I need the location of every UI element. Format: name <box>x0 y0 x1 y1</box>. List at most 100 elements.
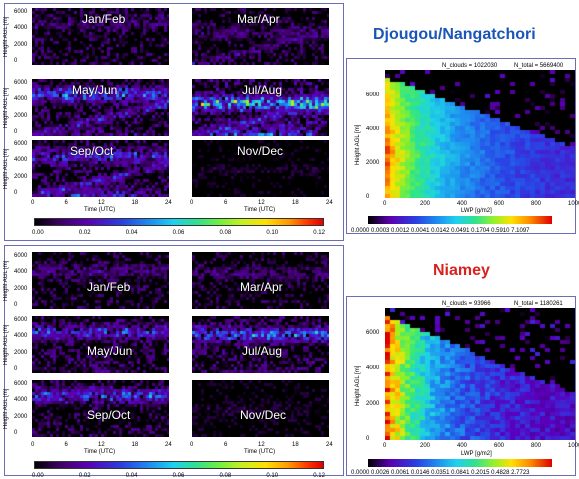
y-axis-label-niamey: Height AGL [m] <box>355 365 361 406</box>
x-axis-label-djougou: LWP [g/m2] <box>461 208 492 214</box>
colorbar <box>34 461 324 469</box>
x-tick-label: 600 <box>494 201 505 207</box>
y-tick-label: 2000 <box>14 112 28 119</box>
y-tick-label: 4000 <box>14 157 28 164</box>
colorbar-tick-label: 0.06 <box>172 473 185 479</box>
y-tick-label: 6000 <box>14 253 28 259</box>
colorbar-tick-label: 0.10 <box>266 230 279 236</box>
panel-label: Jan/Feb <box>87 280 131 294</box>
panel-label: Jan/Feb <box>82 12 126 26</box>
x-tick-label: 0 <box>31 200 35 206</box>
x-tick-label: 24 <box>326 200 333 206</box>
colorbar-tick-label: 0.02 <box>78 473 91 479</box>
colorbar-tick-label: 0.00 <box>32 230 44 236</box>
left-top-figure <box>4 3 344 241</box>
panel-label: Sep/Oct <box>70 144 114 158</box>
colorbar-djougou <box>368 216 552 224</box>
x-tick-label: 400 <box>457 443 468 449</box>
x-tick-label: 400 <box>457 201 468 207</box>
y-tick-label: 2000 <box>14 349 28 356</box>
heatmap-panel-sep-oct <box>32 380 169 437</box>
n-total-niamey: N_total = 1180261 <box>514 301 563 307</box>
colorbar-tick-label: 0.02 <box>78 230 91 236</box>
y-tick-label: 6000 <box>14 9 28 15</box>
heatmap-panel-may-jun <box>32 316 169 373</box>
x-tick-label: 200 <box>420 443 431 449</box>
x-tick-label: 1000 <box>568 443 579 449</box>
x-tick-label: 18 <box>131 442 139 448</box>
heatmap-panel-may-jun <box>32 79 169 136</box>
panel-label: May/Jun <box>72 83 118 97</box>
site-title-niamey: Niamey <box>433 262 490 279</box>
y-tick-label: 0 <box>14 129 18 135</box>
colorbar <box>34 218 324 226</box>
y-tick-label: 6000 <box>14 381 28 387</box>
y-tick-label: 0 <box>14 430 18 436</box>
x-tick-label: 12 <box>258 200 265 206</box>
colorbar-ticks-niamey: 0.0000 0.0026 0.0061 0.0146 0.0351 0.084… <box>351 470 530 476</box>
colorbar-tick-label: 0.04 <box>125 230 138 236</box>
y-axis-label: Height AGL [m] <box>3 16 9 57</box>
x-tick-label: 6 <box>64 442 68 448</box>
y-tick-label: 4000 <box>14 25 28 32</box>
y-tick-label: 4000 <box>14 269 28 276</box>
left-bottom-figure <box>4 245 344 476</box>
x-tick-label: 12 <box>258 442 265 448</box>
y-tick-label: 0 <box>14 302 18 308</box>
heatmap-panel-jul-aug <box>192 79 329 136</box>
x-tick-label: 1000 <box>568 201 579 207</box>
y-tick-label: 4000 <box>366 126 380 132</box>
y-axis-label: Height AGL [m] <box>3 260 9 301</box>
x-tick-label: 12 <box>98 200 105 206</box>
x-tick-label: 600 <box>494 443 505 449</box>
panel-label: Sep/Oct <box>87 408 131 422</box>
heatmap-panel-mar-apr <box>192 8 329 65</box>
y-axis-label: Height AGL [m] <box>3 87 9 128</box>
panel-label: Jul/Aug <box>242 344 283 358</box>
panel-label: Nov/Dec <box>240 408 287 422</box>
x-tick-label: 18 <box>131 200 139 206</box>
y-tick-label: 4000 <box>14 333 28 340</box>
y-tick-label: 6000 <box>366 92 380 98</box>
y-tick-label: 2000 <box>14 285 28 292</box>
site-title-djougou: Djougou/Nangatchori <box>373 26 536 43</box>
heatmap-panel-nov-dec <box>192 380 329 437</box>
y-tick-label: 2000 <box>366 400 380 407</box>
x-tick-label: 24 <box>326 442 333 448</box>
y-tick-label: 0 <box>366 194 370 200</box>
y-tick-label: 0 <box>14 366 18 372</box>
y-axis-label: Height AGL [m] <box>3 388 9 429</box>
panel-label: Mar/Apr <box>240 280 283 294</box>
y-tick-label: 2000 <box>14 173 28 180</box>
panel-label: Mar/Apr <box>237 12 280 26</box>
heatmap-panel-nov-dec <box>192 140 329 197</box>
colorbar-tick-label: 0.00 <box>32 473 44 479</box>
x-axis-label: Time (UTC) <box>244 449 276 455</box>
y-tick-label: 6000 <box>14 317 28 323</box>
colorbar-tick-label: 0.12 <box>313 230 325 236</box>
colorbar-tick-label: 0.08 <box>219 230 232 236</box>
lwp-heatmap-djougou <box>385 70 575 198</box>
n-clouds-niamey: N_clouds = 93966 <box>442 301 491 307</box>
x-axis-label: Time (UTC) <box>84 449 116 455</box>
y-axis-label-djougou: Height AGL [m] <box>355 124 361 165</box>
x-tick-label: 6 <box>64 200 68 206</box>
heatmap-panel-sep-oct <box>32 140 169 197</box>
y-tick-label: 2000 <box>366 160 380 166</box>
x-tick-label: 200 <box>420 201 431 207</box>
y-tick-label: 4000 <box>14 96 28 103</box>
x-tick-label: 0 <box>190 442 194 448</box>
colorbar-tick-label: 0.12 <box>313 473 325 479</box>
x-axis-label: Time (UTC) <box>244 207 276 213</box>
panel-label: Jul/Aug <box>242 83 283 97</box>
n-clouds-djougou: N_clouds = 1022030 <box>442 63 498 69</box>
n-total-djougou: N_total = 5669400 <box>514 63 564 69</box>
colorbar-ticks-djougou: 0.0000 0.0003 0.0012 0.0041 0.0142 0.049… <box>351 228 530 234</box>
colorbar-tick-label: 0.04 <box>125 473 138 479</box>
x-tick-label: 800 <box>531 443 542 449</box>
heatmap-panel-jan-feb <box>32 252 169 309</box>
x-tick-label: 24 <box>165 442 172 448</box>
x-axis-label-niamey: LWP [g/m2] <box>461 451 492 457</box>
y-tick-label: 0 <box>14 190 18 196</box>
y-tick-label: 2000 <box>14 413 28 420</box>
